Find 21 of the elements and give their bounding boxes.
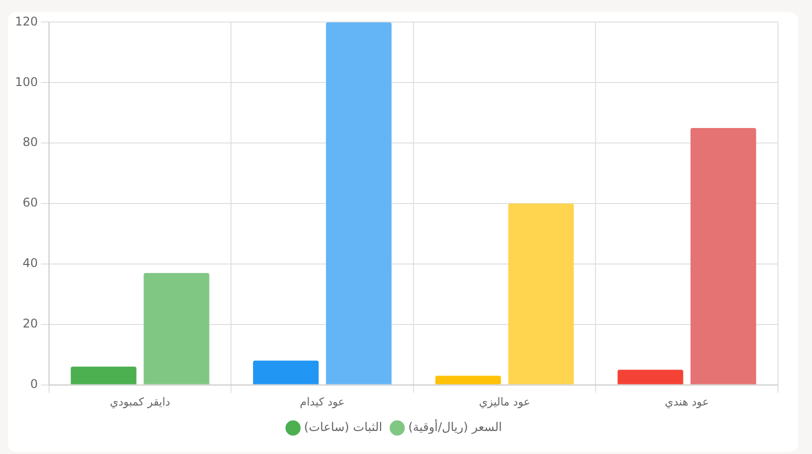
x-tick-label: عود كيدام: [300, 395, 345, 408]
bar: [690, 128, 756, 384]
y-tick-label: 0: [30, 376, 38, 391]
y-tick-label: 100: [15, 74, 38, 89]
y-tick-label: 80: [22, 135, 38, 150]
legend-label: الثبات (ساعات): [304, 420, 382, 434]
y-tick-label: 40: [22, 256, 38, 270]
bar: [435, 376, 501, 384]
bar: [618, 370, 684, 384]
x-tick-label: دايقر كمبودي: [110, 395, 170, 408]
bar: [508, 204, 574, 384]
y-tick-label: 60: [22, 196, 38, 210]
legend-label: السعر (ريال/أوقية): [408, 419, 502, 434]
bar: [144, 273, 210, 384]
x-tick-label: عود ماليزي: [478, 395, 530, 408]
y-tick-label: 20: [22, 316, 38, 330]
x-tick-label: عود هندي: [664, 395, 709, 408]
y-tick-label: 120: [15, 14, 38, 28]
bar: [253, 360, 319, 384]
bar: [326, 22, 392, 384]
bar: [70, 366, 136, 384]
